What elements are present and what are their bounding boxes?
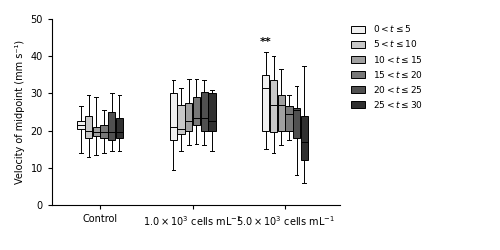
PathPatch shape — [100, 125, 107, 138]
Text: **: ** — [260, 37, 272, 47]
PathPatch shape — [92, 127, 100, 136]
Y-axis label: Velocity of midpoint (mm s⁻¹): Velocity of midpoint (mm s⁻¹) — [15, 40, 25, 184]
PathPatch shape — [200, 92, 208, 130]
PathPatch shape — [170, 94, 177, 140]
PathPatch shape — [108, 112, 116, 140]
PathPatch shape — [85, 116, 92, 138]
PathPatch shape — [116, 118, 123, 138]
PathPatch shape — [285, 106, 292, 130]
PathPatch shape — [270, 80, 277, 132]
PathPatch shape — [208, 94, 216, 130]
PathPatch shape — [178, 104, 185, 134]
PathPatch shape — [262, 75, 270, 130]
PathPatch shape — [300, 116, 308, 160]
PathPatch shape — [185, 103, 192, 130]
PathPatch shape — [193, 97, 200, 125]
PathPatch shape — [77, 121, 84, 129]
Legend: $0 < t\leq 5$, $5 < t\leq 10$, $10 < t\leq 15$, $15 < t\leq 20$, $20 < t\leq 25$: $0 < t\leq 5$, $5 < t\leq 10$, $10 < t\l… — [348, 20, 426, 113]
PathPatch shape — [278, 95, 285, 130]
PathPatch shape — [293, 108, 300, 138]
